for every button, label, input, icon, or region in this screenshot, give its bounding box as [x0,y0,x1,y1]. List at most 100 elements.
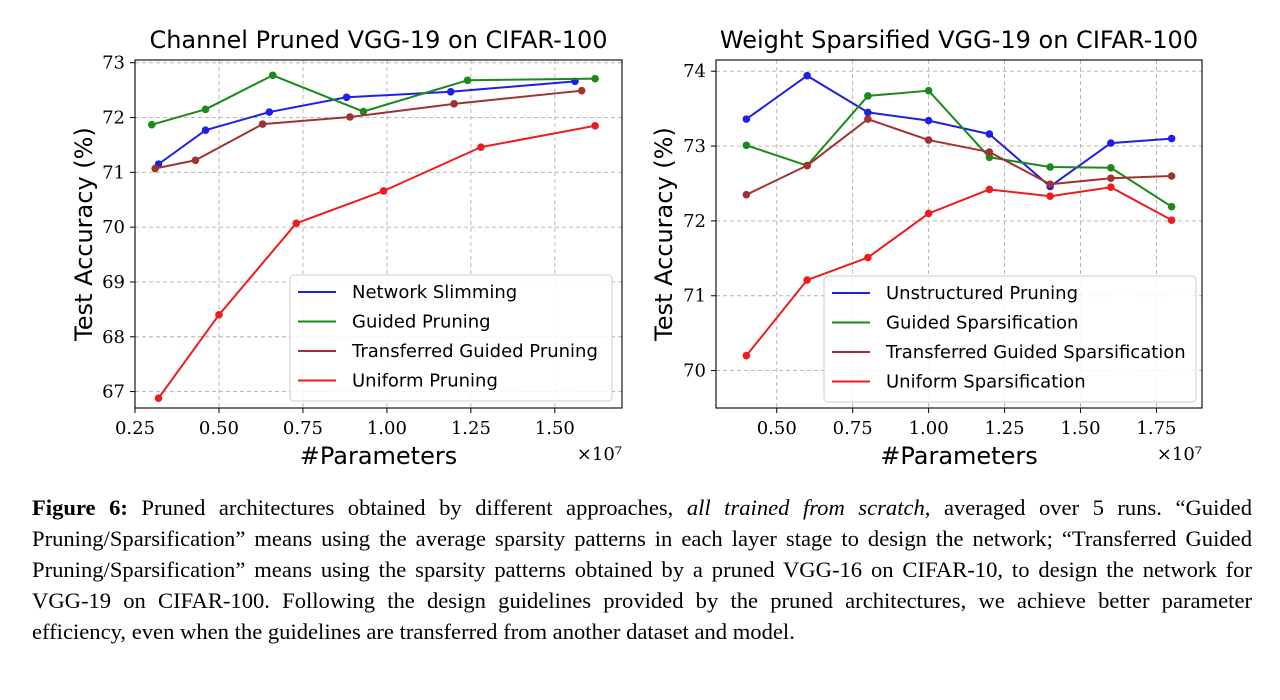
chart-2-series-4-point-8 [1167,216,1176,224]
chart-1-series-1-point-3 [265,108,274,116]
chart-2-y-tick-label-3: 73 [683,136,706,157]
chart-2-series-4-point-6 [1046,192,1054,201]
chart-2-legend-label-1: Unstructured Pruning [886,283,1078,304]
chart-1-x-tick-label-3: 1.00 [367,418,407,439]
chart-1-legend-label-1: Network Slimming [352,282,517,303]
chart-2-legend-box [823,275,1197,403]
chart-1-y-tick-label-2: 69 [102,272,125,293]
chart-1-series-line-2 [151,74,596,126]
chart-2-series-3-point-1 [742,190,751,199]
chart-2-series-1-point-5 [985,130,994,138]
chart-2-y-axis-label: Test Accuracy (%) [650,127,678,342]
chart-1-series-2-point-5 [463,76,472,85]
chart-2-series-4-point-7 [1107,183,1115,192]
chart-2-y-tick-label-2: 72 [683,211,706,232]
chart-2-series-4-point-4 [924,209,933,218]
chart-1-series-1-point-2 [201,126,210,134]
chart-1-legend-label-3: Transferred Guided Pruning [351,341,598,362]
chart-2-series-line-2 [746,89,1173,208]
chart-2-legend: Unstructured Pruning Guided Sparsificatio… [823,275,1197,403]
chart-2-y-tick-label-1: 71 [683,286,706,307]
chart-1-series-4-point-4 [379,187,388,195]
chart-2-plot-frame [715,59,1203,409]
chart-1-series-4-point-3 [292,219,301,228]
chart-1-series-3-point-6 [577,86,586,95]
chart-1-y-tick-label-1: 68 [102,327,125,348]
chart-2-series-3-point-5 [985,148,994,156]
chart-2-series-2-point-1 [742,141,751,150]
chart-2-y-tick-label-0: 70 [683,361,706,382]
chart-2-series-4-point-5 [985,185,994,194]
chart-1-x-tick-label-4: 1.25 [451,418,491,439]
chart-1-x-tick-label-0: 0.25 [115,418,155,439]
chart-2-series-3-point-4 [924,136,933,144]
chart-1-y-tick-label-0: 67 [102,382,125,403]
chart-1-legend-label-4: Uniform Pruning [352,371,498,392]
chart-1-series-4-point-6 [591,121,599,130]
chart-1-plot-frame [134,59,623,409]
chart-2-x-tick-label-1: 0.75 [833,418,873,439]
chart-1-y-axis-label: Test Accuracy (%) [70,127,98,342]
chart-2-series-line-4 [745,186,1173,357]
chart-2-y-tick-label-4: 74 [683,61,706,82]
chart-2-series-4-point-1 [742,351,751,360]
chart-2-series-line-3 [745,118,1172,196]
chart-1-series-4-point-2 [215,311,223,319]
chart-2-legend-label-3: Transferred Guided Sparsification [885,342,1186,363]
chart-2-title: Weight Sparsified VGG-19 on CIFAR-100 [720,26,1198,54]
chart-1-series-3-point-4 [346,113,354,121]
chart-2-legend-label-4: Uniform Sparsification [886,372,1086,393]
chart-2-series-2-point-6 [1046,163,1054,171]
chart-2-series-3-point-6 [1046,180,1054,189]
chart-2-series-3-point-3 [864,115,872,123]
chart-1-y-tick-label-5: 72 [102,108,125,129]
chart-1-x-tick-label-2: 0.75 [283,418,323,439]
figure-label: Figure 6: [32,495,128,520]
chart-2-series-line-1 [745,74,1172,188]
chart-1-series-2-point-1 [147,120,156,129]
chart-2: 0.50 0.75 1.00 1.25 1.50 1.75 70 71 72 73 74 Weight… [650,26,1203,470]
chart-2-x-axis-label: #Parameters [880,442,1037,470]
chart-2-x-tick-label-2: 1.00 [909,418,949,439]
chart-1-series-3-point-5 [450,100,458,108]
chart-1-x-tick-label-1: 0.50 [199,418,239,439]
chart-2-series-1-point-7 [1107,139,1115,147]
chart-1-series-line-3 [154,89,582,170]
caption-text-part-1: Pruned architectures obtained by differe… [127,495,687,520]
chart-1-y-tick-label-6: 73 [102,53,125,74]
chart-2-series-3-point-2 [803,161,811,170]
chart-1-series-3-point-1 [151,164,159,173]
chart-2-series-1-point-1 [742,115,751,123]
chart-1-series-4-point-5 [477,143,485,151]
caption-italic-text: all trained from scratch [686,495,925,520]
chart-2-x-tick-label-3: 1.25 [985,418,1025,439]
chart-1: 0.25 0.50 0.75 1.00 1.25 1.50 67 68 69 70 71 72 73 Ch… [70,26,623,470]
chart-2-series-1-point-8 [1167,134,1176,143]
chart-1-y-tick-label-4: 71 [102,162,125,183]
figure-caption: Figure 6: Pruned architectures obtained … [32,492,1252,647]
chart-1-title: Channel Pruned VGG-19 on CIFAR-100 [149,26,607,54]
chart-1-series-2-point-6 [591,74,599,83]
chart-1-legend-label-2: Guided Pruning [352,312,491,333]
chart-1-x-tick-label-5: 1.50 [535,418,575,439]
chart-2-series-2-point-3 [864,92,872,100]
chart-2-x-tick-label-0: 0.50 [757,418,797,439]
caption-text-part-2: , averaged over 5 runs. “Guided Pruning/… [32,495,1252,644]
chart-1-x-axis-label: #Parameters [300,442,457,470]
chart-2-series-3-point-8 [1167,172,1176,180]
chart-1-series-2-point-2 [201,105,210,114]
chart-2-series-2-point-4 [924,86,933,95]
chart-1-legend: Network Slimming Guided Pruning Transferre… [289,274,613,402]
chart-2-x-tick-label-5: 1.75 [1136,418,1176,439]
chart-1-x-multiplier: ×10⁷ [577,444,622,465]
figure-charts: 0.25 0.50 0.75 1.00 1.25 1.50 67 68 69 70 71 72 73 Ch… [70,26,1203,470]
chart-1-series-3-point-3 [258,120,267,128]
chart-2-series-1-point-4 [924,116,933,125]
chart-1-series-4-point-1 [154,394,163,402]
chart-2-x-tick-label-4: 1.50 [1060,418,1100,439]
chart-2-series-3-point-7 [1107,174,1115,183]
chart-1-legend-box [289,274,613,402]
chart-1-series-1-point-4 [342,93,351,102]
chart-2-x-multiplier: ×10⁷ [1157,444,1202,465]
chart-2-series-4-point-3 [864,253,872,262]
